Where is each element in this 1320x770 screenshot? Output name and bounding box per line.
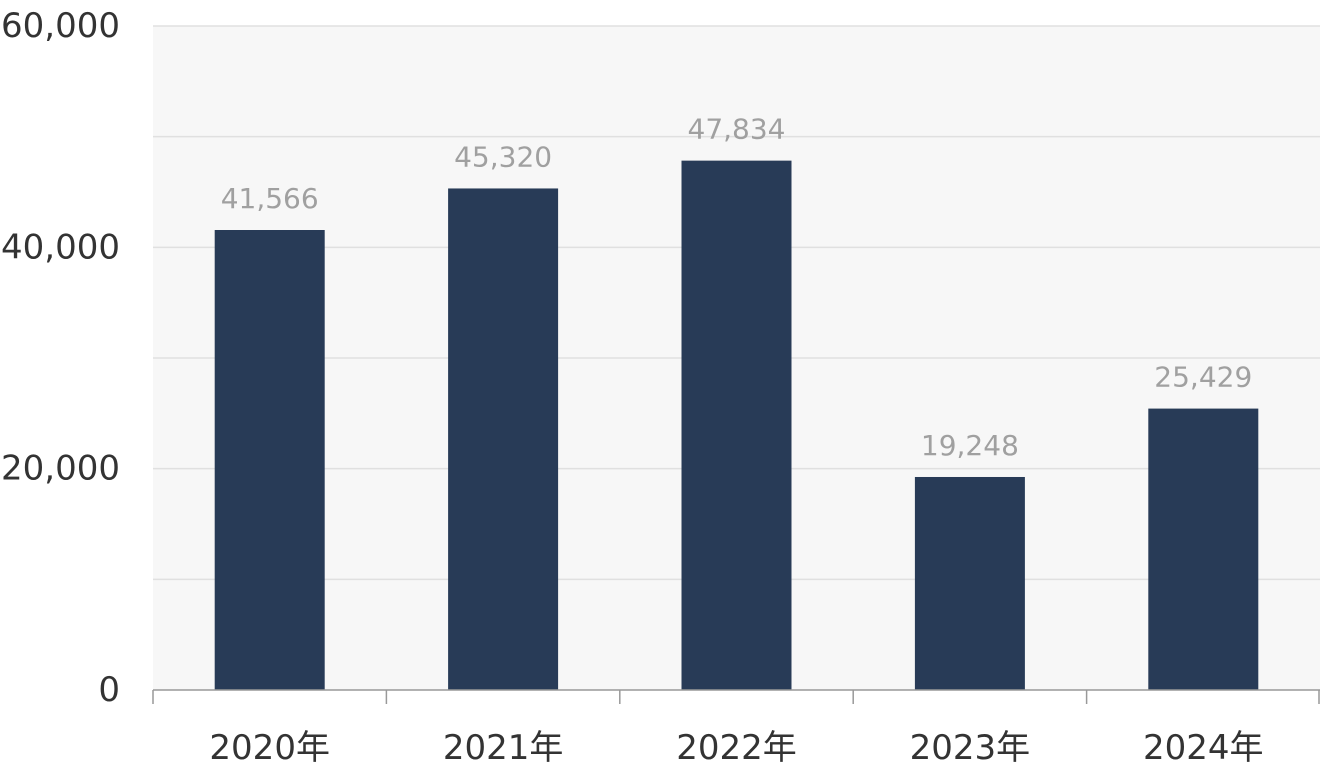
x-tick-label: 2021年: [443, 728, 564, 768]
y-axis-ticks: 0 20,000 40,000 60,000: [1, 6, 120, 710]
x-tick-label: 2024年: [1143, 728, 1264, 768]
data-label: 25,429: [1154, 361, 1252, 394]
bar: [681, 160, 792, 690]
x-tick-label: 2020年: [209, 728, 330, 768]
data-label: 19,248: [921, 429, 1019, 462]
x-axis-ticks: 2020年 2021年 2022年 2023年 2024年: [209, 728, 1263, 768]
y-tick-label: 40,000: [1, 227, 120, 267]
y-tick-label: 60,000: [1, 6, 120, 46]
x-tick-label: 2022年: [676, 728, 797, 768]
bars: [214, 160, 1259, 690]
y-tick-label: 0: [98, 670, 120, 710]
bar: [914, 476, 1025, 690]
bar: [214, 230, 325, 690]
data-label: 45,320: [454, 140, 552, 173]
bar: [448, 188, 559, 690]
bar: [1148, 408, 1259, 690]
data-labels: 41,566 45,320 47,834 19,248 25,429: [221, 113, 1253, 462]
y-tick-label: 20,000: [1, 449, 120, 489]
data-label: 47,834: [688, 113, 786, 146]
x-axis: [152, 689, 1320, 704]
x-tick-label: 2023年: [910, 728, 1031, 768]
data-label: 41,566: [221, 182, 319, 215]
